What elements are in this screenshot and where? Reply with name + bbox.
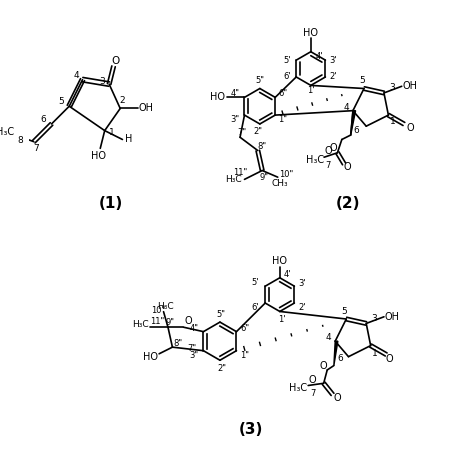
Text: CH₃: CH₃ bbox=[272, 179, 288, 188]
Text: 10": 10" bbox=[151, 306, 165, 315]
Text: 4": 4" bbox=[189, 324, 198, 333]
Text: 5: 5 bbox=[58, 97, 64, 106]
Text: 6: 6 bbox=[353, 126, 359, 135]
Text: (1): (1) bbox=[99, 196, 123, 211]
Text: 6: 6 bbox=[41, 115, 46, 124]
Text: OH: OH bbox=[402, 81, 417, 91]
Text: (2): (2) bbox=[336, 196, 361, 211]
Text: O: O bbox=[325, 146, 332, 156]
Text: 2": 2" bbox=[253, 128, 262, 137]
Text: (3): (3) bbox=[239, 422, 263, 438]
Text: HO: HO bbox=[143, 352, 158, 362]
Text: O: O bbox=[333, 393, 341, 403]
Text: 4': 4' bbox=[316, 52, 323, 61]
Text: 5": 5" bbox=[255, 76, 264, 85]
Text: 1: 1 bbox=[372, 349, 378, 358]
Text: 3': 3' bbox=[299, 280, 306, 289]
Text: O: O bbox=[184, 316, 192, 326]
Text: HO: HO bbox=[272, 256, 287, 266]
Text: H₃C: H₃C bbox=[132, 320, 148, 329]
Text: 2: 2 bbox=[119, 96, 125, 105]
Text: 4': 4' bbox=[284, 270, 292, 279]
Text: H₃C: H₃C bbox=[225, 175, 242, 184]
Text: 7": 7" bbox=[188, 345, 197, 354]
Text: 1: 1 bbox=[109, 128, 114, 137]
Text: H: H bbox=[126, 135, 133, 145]
Text: HO: HO bbox=[91, 151, 106, 161]
Text: O: O bbox=[309, 375, 317, 385]
Text: 6: 6 bbox=[337, 355, 343, 364]
Text: H₃C: H₃C bbox=[289, 383, 307, 393]
Text: 8": 8" bbox=[258, 142, 267, 151]
Text: 11": 11" bbox=[150, 318, 164, 327]
Text: 6': 6' bbox=[252, 303, 259, 312]
Text: 4: 4 bbox=[326, 333, 331, 342]
Text: H₃C: H₃C bbox=[0, 127, 14, 137]
Text: 1: 1 bbox=[390, 117, 396, 126]
Text: 5': 5' bbox=[252, 278, 259, 287]
Text: 5: 5 bbox=[341, 307, 347, 316]
Text: O: O bbox=[344, 163, 351, 173]
Text: HO: HO bbox=[210, 92, 226, 102]
Text: 1": 1" bbox=[278, 115, 287, 124]
Text: 9": 9" bbox=[166, 318, 175, 327]
Text: 7: 7 bbox=[33, 144, 39, 153]
Text: 9": 9" bbox=[260, 173, 269, 182]
Text: 3: 3 bbox=[389, 83, 395, 92]
Text: 2": 2" bbox=[218, 364, 227, 373]
Text: H₃C: H₃C bbox=[157, 302, 174, 311]
Text: 2': 2' bbox=[329, 73, 337, 82]
Text: 1': 1' bbox=[307, 86, 315, 95]
Text: O: O bbox=[329, 143, 337, 154]
Text: 2': 2' bbox=[299, 303, 306, 312]
Text: O: O bbox=[407, 123, 414, 133]
Text: OH: OH bbox=[384, 312, 400, 322]
Text: 8: 8 bbox=[18, 136, 23, 145]
Text: 4: 4 bbox=[344, 103, 349, 111]
Text: 1': 1' bbox=[278, 315, 286, 324]
Text: 3": 3" bbox=[189, 351, 198, 360]
Text: 8": 8" bbox=[173, 339, 182, 348]
Text: 3": 3" bbox=[230, 115, 239, 124]
Text: H₃C: H₃C bbox=[306, 155, 324, 165]
Text: 4: 4 bbox=[73, 71, 79, 80]
Text: 6': 6' bbox=[283, 73, 291, 82]
Text: 1": 1" bbox=[240, 351, 249, 360]
Text: 7: 7 bbox=[311, 389, 316, 398]
Text: 5": 5" bbox=[216, 310, 225, 319]
Text: HO: HO bbox=[303, 28, 319, 38]
Text: 3: 3 bbox=[100, 77, 105, 86]
Text: 5': 5' bbox=[283, 55, 291, 64]
Text: 7: 7 bbox=[325, 161, 330, 170]
Text: OH: OH bbox=[138, 103, 154, 113]
Text: 3': 3' bbox=[329, 55, 337, 64]
Text: 11": 11" bbox=[233, 168, 247, 177]
Text: 6": 6" bbox=[279, 89, 288, 98]
Text: O: O bbox=[386, 354, 393, 364]
Text: 6": 6" bbox=[241, 324, 250, 333]
Polygon shape bbox=[334, 341, 338, 365]
Text: 7": 7" bbox=[237, 128, 247, 137]
Text: O: O bbox=[112, 56, 120, 66]
Text: O: O bbox=[320, 361, 328, 371]
Text: 10": 10" bbox=[280, 171, 294, 180]
Text: 5: 5 bbox=[359, 76, 365, 85]
Text: 3: 3 bbox=[371, 314, 377, 323]
Text: 4": 4" bbox=[230, 89, 239, 98]
Polygon shape bbox=[351, 110, 356, 135]
